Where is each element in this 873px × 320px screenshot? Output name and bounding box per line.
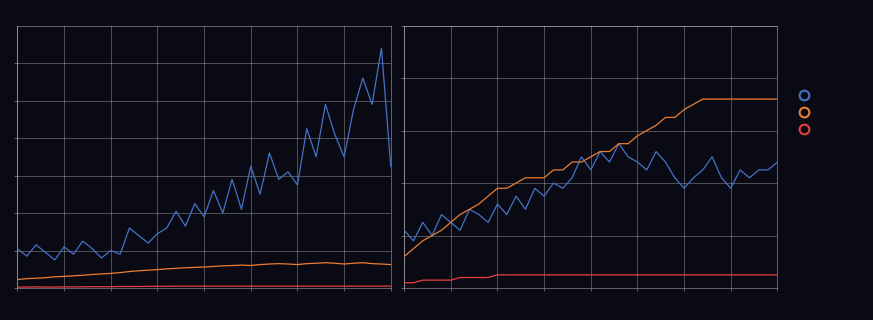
Legend: , , : , ,: [799, 88, 817, 139]
